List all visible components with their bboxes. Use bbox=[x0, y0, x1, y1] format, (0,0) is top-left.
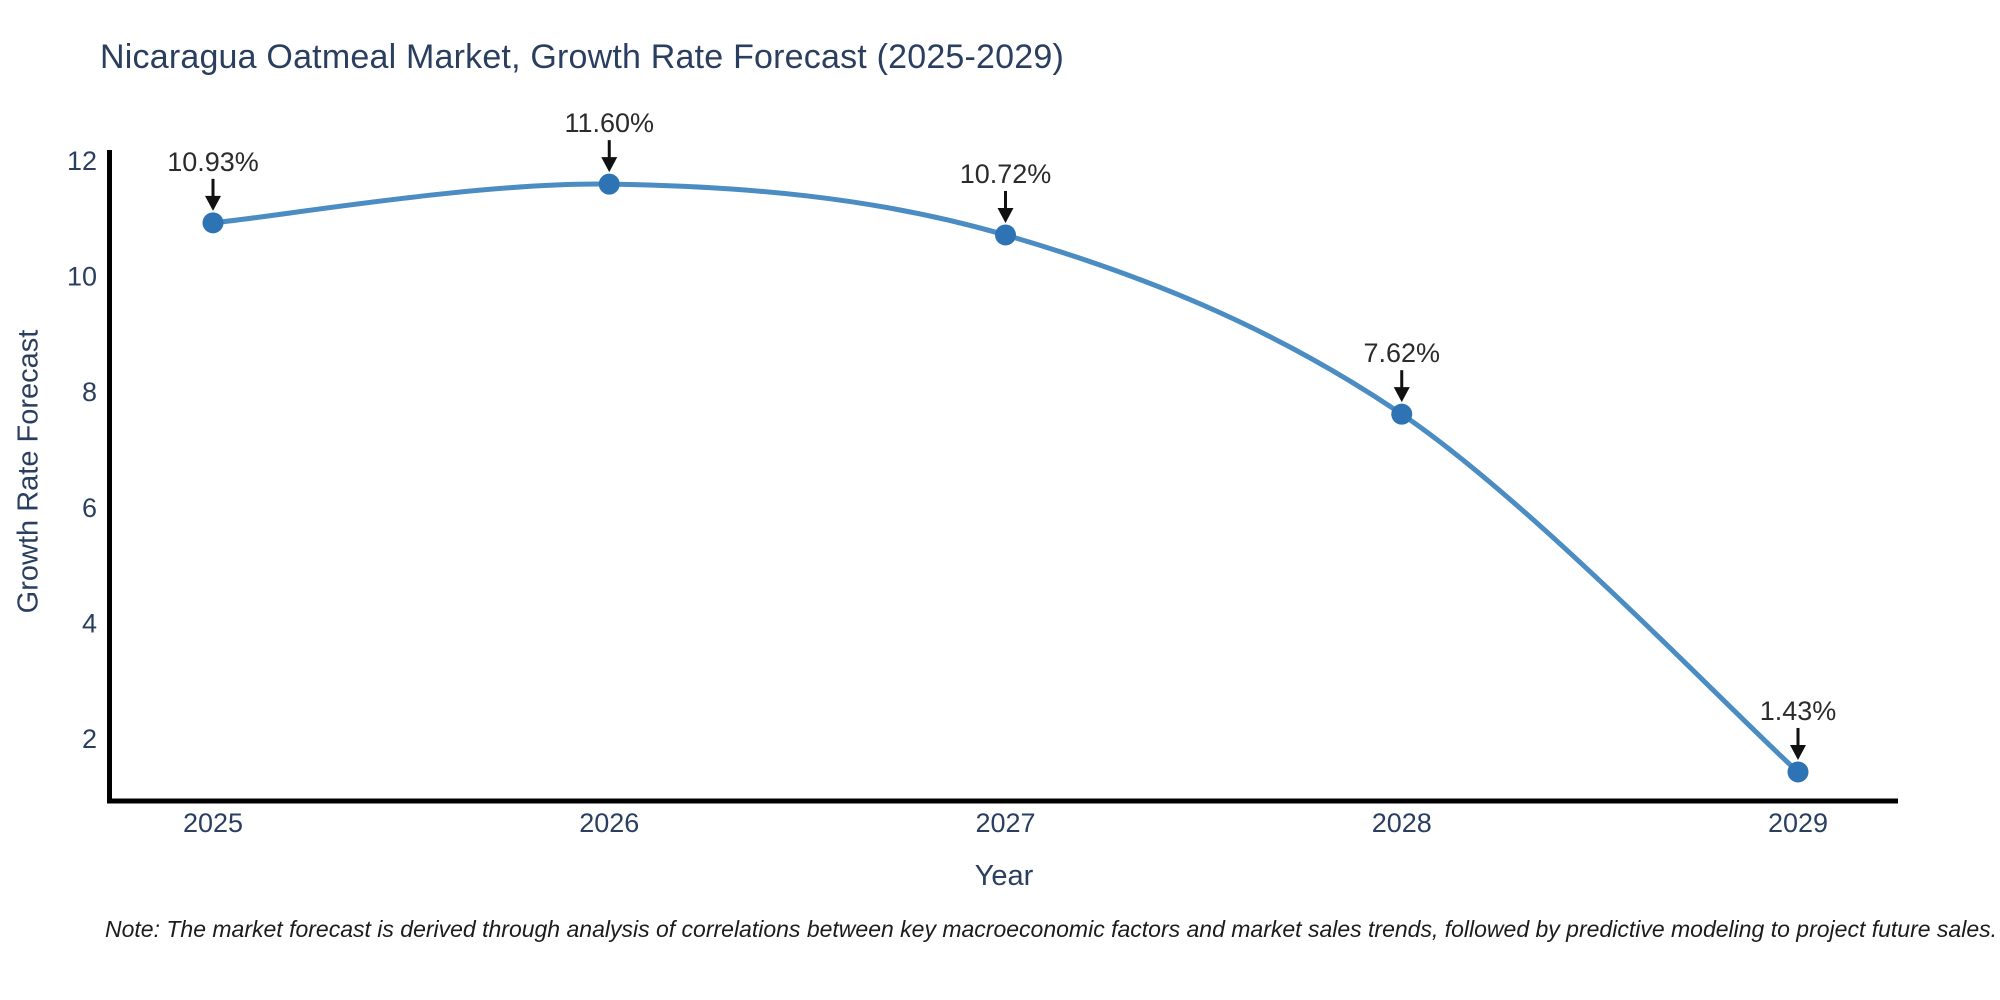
x-axis-spine bbox=[107, 798, 1898, 804]
footnote: Note: The market forecast is derived thr… bbox=[105, 916, 1998, 942]
x-tick-label-2029: 2029 bbox=[1768, 808, 1828, 838]
y-tick-label-10: 10 bbox=[67, 262, 97, 292]
chart-title: Nicaragua Oatmeal Market, Growth Rate Fo… bbox=[100, 38, 1065, 76]
y-tick-label-8: 8 bbox=[82, 377, 97, 407]
data-point-2025[interactable] bbox=[202, 212, 224, 234]
point-label-2025: 10.93% bbox=[167, 147, 259, 177]
forecast-line bbox=[210, 181, 1801, 775]
y-axis-spine bbox=[107, 150, 112, 804]
point-label-2027: 10.72% bbox=[960, 159, 1052, 189]
x-tick-label-2028: 2028 bbox=[1372, 808, 1432, 838]
y-tick-label-2: 2 bbox=[82, 724, 97, 754]
y-tick-label-12: 12 bbox=[67, 146, 97, 176]
data-point-2027[interactable] bbox=[995, 224, 1016, 246]
x-tick-label-2025: 2025 bbox=[183, 808, 243, 838]
x-axis-title: Year bbox=[974, 860, 1034, 892]
y-tick-label-6: 6 bbox=[82, 493, 97, 523]
point-label-2026: 11.60% bbox=[564, 108, 654, 138]
annotation-arrowhead-icon-2028 bbox=[1393, 387, 1410, 403]
y-tick-label-4: 4 bbox=[82, 608, 97, 638]
x-tick-label-2026: 2026 bbox=[579, 808, 639, 838]
x-tick-label-2027: 2027 bbox=[975, 808, 1035, 838]
annotation-arrowhead-icon-2027 bbox=[997, 207, 1014, 223]
annotation-arrowhead-icon-2029 bbox=[1790, 744, 1806, 760]
point-label-2029: 1.43% bbox=[1760, 696, 1837, 726]
annotation-arrowhead-icon-2026 bbox=[601, 157, 618, 173]
data-point-2028[interactable] bbox=[1391, 403, 1413, 425]
data-point-2026[interactable] bbox=[598, 173, 620, 195]
data-point-2029[interactable] bbox=[1787, 761, 1809, 783]
annotation-arrowhead-icon-2025 bbox=[205, 195, 221, 211]
point-label-2028: 7.62% bbox=[1363, 338, 1440, 368]
